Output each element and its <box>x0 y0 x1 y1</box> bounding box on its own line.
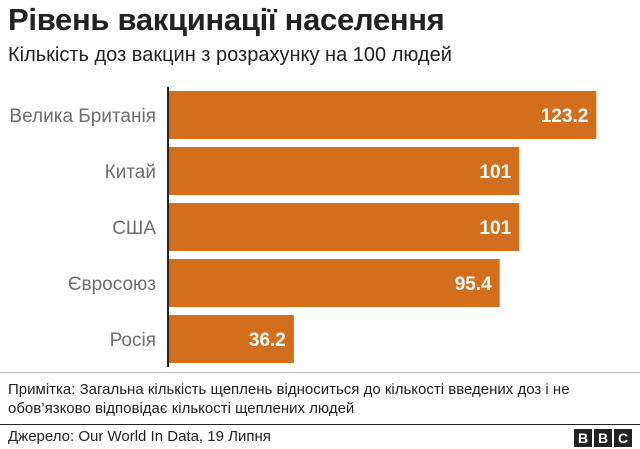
chart-source: Джерело: Our World In Data, 19 Липня <box>8 428 271 445</box>
bbc-logo: B B C <box>574 429 632 447</box>
bar <box>168 147 520 195</box>
bar-chart: 123.2 Велика Британія 101 Китай 101 США 95.4 Єв… <box>9 87 597 367</box>
bar <box>168 315 294 363</box>
bar <box>168 91 597 139</box>
chart-note: Примітка: Загальна кількість щеплень від… <box>8 381 570 417</box>
chart-subtitle: Кількість доз вакцин з розрахунку на 100… <box>8 44 452 66</box>
bar-value-label: 95.4 <box>455 274 492 295</box>
bar-value-label: 101 <box>479 162 511 183</box>
category-label: США <box>112 218 156 239</box>
bbc-logo-letter: C <box>614 429 632 447</box>
category-label: Велика Британія <box>9 106 156 127</box>
bar-value-label: 101 <box>479 218 511 239</box>
bbc-logo-letter: B <box>594 429 612 447</box>
bar <box>168 203 520 251</box>
bbc-logo-letter: B <box>574 429 592 447</box>
source-divider <box>0 424 640 425</box>
note-divider <box>0 372 640 373</box>
category-label: Китай <box>105 162 156 183</box>
chart-title: Рівень вакцинації населення <box>8 2 445 37</box>
bar-value-label: 123.2 <box>541 106 589 127</box>
category-label: Євросоюз <box>68 274 156 295</box>
bar <box>168 259 500 307</box>
bar-value-label: 36.2 <box>249 330 286 351</box>
category-label: Росія <box>110 330 156 351</box>
